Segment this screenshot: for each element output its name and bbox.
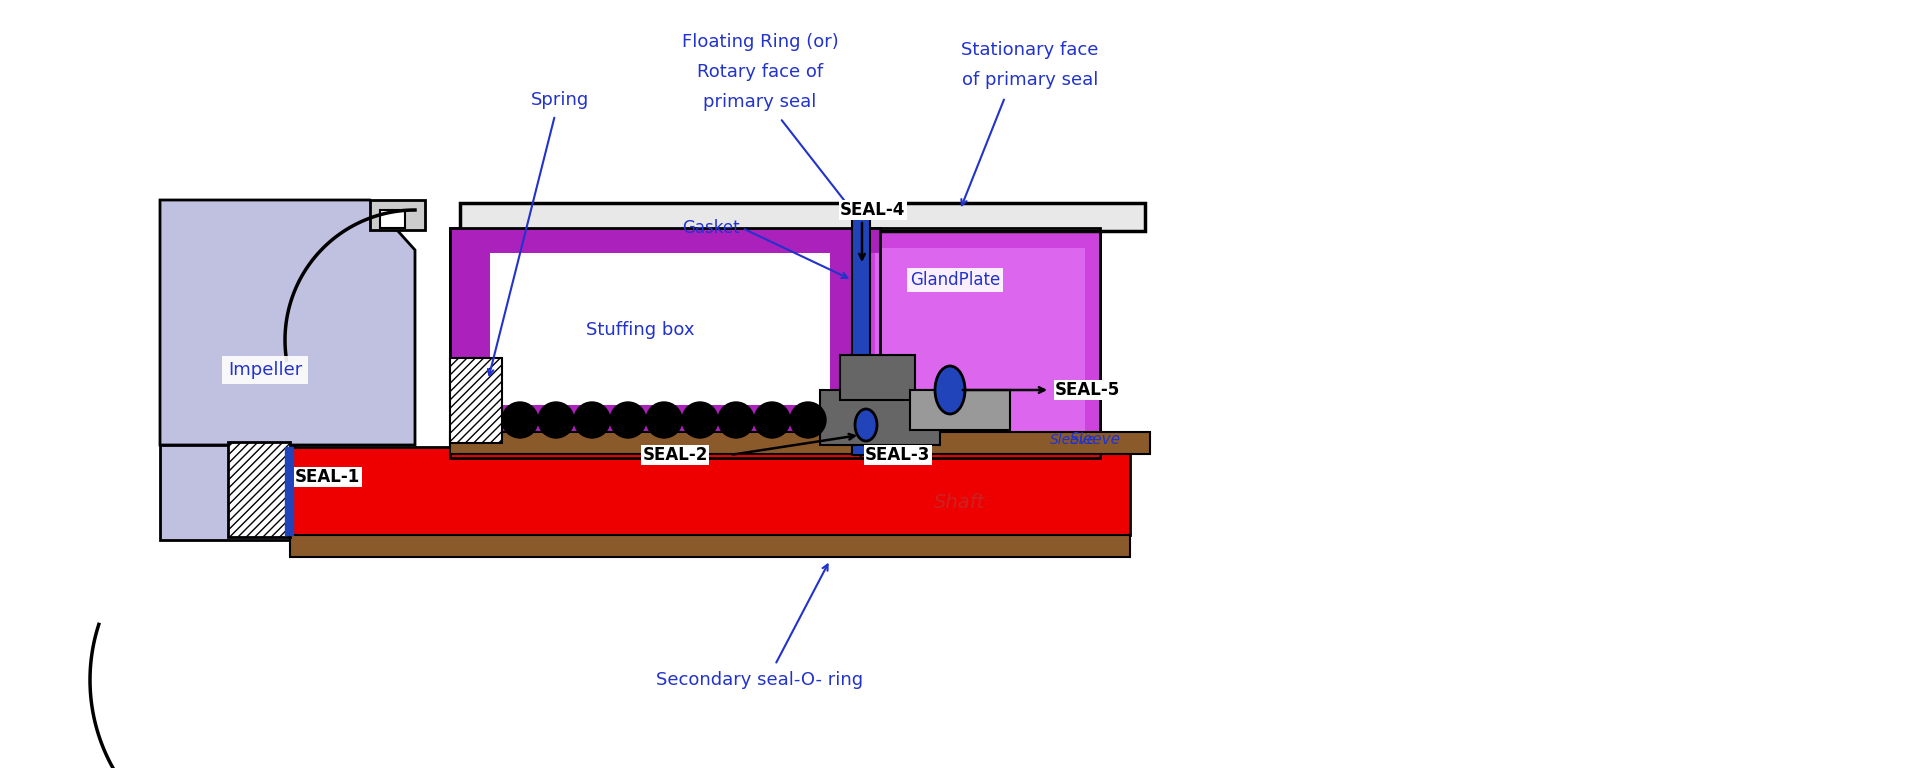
Ellipse shape bbox=[935, 366, 966, 414]
Text: Shaft: Shaft bbox=[933, 492, 985, 511]
Circle shape bbox=[537, 402, 573, 438]
Text: SEAL-2: SEAL-2 bbox=[642, 446, 707, 464]
Bar bbox=[840, 355, 914, 400]
Bar bbox=[229, 442, 290, 537]
Bar bbox=[286, 447, 293, 535]
Text: Sleeve: Sleeve bbox=[1071, 432, 1120, 448]
Bar bbox=[819, 390, 939, 445]
Text: Sleeve: Sleeve bbox=[1050, 433, 1097, 447]
Bar bbox=[290, 535, 1130, 557]
Text: Secondary seal-O- ring: Secondary seal-O- ring bbox=[657, 671, 863, 689]
Text: SEAL-1: SEAL-1 bbox=[295, 468, 360, 486]
Circle shape bbox=[754, 402, 791, 438]
Polygon shape bbox=[160, 200, 415, 445]
Bar bbox=[379, 210, 406, 228]
Bar bbox=[859, 228, 1099, 458]
Bar bbox=[450, 405, 880, 435]
Circle shape bbox=[682, 402, 718, 438]
Ellipse shape bbox=[855, 409, 876, 441]
Circle shape bbox=[718, 402, 754, 438]
Text: Floating Ring (or): Floating Ring (or) bbox=[682, 33, 838, 51]
Text: Rotary face of: Rotary face of bbox=[697, 63, 823, 81]
Bar bbox=[450, 248, 490, 408]
Text: Gasket: Gasket bbox=[682, 219, 739, 237]
Bar bbox=[911, 390, 1010, 430]
Bar bbox=[450, 228, 880, 458]
Text: Stuffing box: Stuffing box bbox=[585, 321, 693, 339]
Circle shape bbox=[791, 402, 827, 438]
Text: primary seal: primary seal bbox=[703, 93, 817, 111]
Text: GlandPlate: GlandPlate bbox=[911, 271, 1000, 289]
Bar bbox=[874, 248, 1086, 433]
Bar bbox=[450, 228, 880, 253]
Bar bbox=[490, 410, 819, 435]
Text: Spring: Spring bbox=[531, 91, 589, 109]
Bar bbox=[459, 203, 1145, 231]
Circle shape bbox=[646, 402, 682, 438]
Bar bbox=[290, 447, 1130, 535]
Text: Stationary face: Stationary face bbox=[962, 41, 1099, 59]
Bar bbox=[450, 432, 1151, 454]
Text: of primary seal: of primary seal bbox=[962, 71, 1097, 89]
Bar bbox=[859, 228, 1099, 458]
Bar bbox=[450, 228, 880, 458]
Text: SEAL-5: SEAL-5 bbox=[1055, 381, 1120, 399]
Text: SEAL-4: SEAL-4 bbox=[840, 201, 905, 219]
Bar bbox=[450, 358, 503, 443]
Circle shape bbox=[573, 402, 610, 438]
Bar bbox=[471, 248, 831, 408]
Bar bbox=[370, 200, 425, 230]
Text: SEAL-3: SEAL-3 bbox=[865, 446, 930, 464]
Circle shape bbox=[610, 402, 646, 438]
Polygon shape bbox=[160, 445, 295, 540]
Text: Impeller: Impeller bbox=[229, 361, 303, 379]
Circle shape bbox=[503, 402, 537, 438]
Bar bbox=[852, 215, 871, 455]
